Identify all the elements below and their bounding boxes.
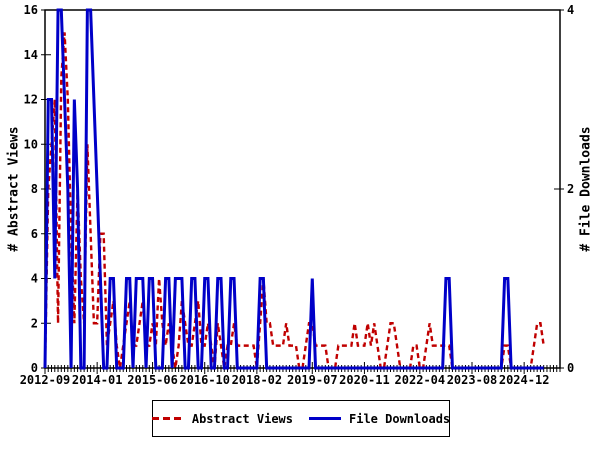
left-y-tick-label: 2 (31, 316, 38, 330)
axis-ticks (41, 9, 564, 374)
left-y-tick-label: 10 (24, 137, 38, 151)
legend-entry-abstract-views: Abstract Views (151, 411, 293, 426)
x-tick-label: 2024-12 (499, 373, 550, 387)
x-tick-label: 2020-11 (339, 373, 390, 387)
legend-label-file-downloads: File Downloads (349, 411, 451, 426)
axis-tick-labels: 2012-09 2014-01 2015-06 2016-10 2018-02 2019-… (20, 3, 575, 387)
right-axis-title: # File Downloads (578, 126, 594, 252)
legend-entry-file-downloads: File Downloads (309, 412, 450, 426)
x-tick-label: 2019-07 (287, 373, 338, 387)
left-y-tick-label: 4 (31, 272, 38, 286)
legend: Abstract Views File Downloads (151, 400, 450, 437)
right-y-tick-label: 4 (567, 3, 574, 17)
x-tick-label: 2018-02 (232, 373, 283, 387)
left-y-tick-label: 14 (24, 48, 38, 62)
abstract-views-line-swatch (151, 417, 184, 420)
x-tick-label: 2015-06 (127, 373, 178, 387)
x-tick-label: 2014-01 (72, 373, 123, 387)
left-y-tick-label: 8 (31, 182, 38, 196)
left-y-tick-label: 6 (31, 227, 38, 241)
left-y-tick-label: 12 (24, 93, 38, 107)
right-y-tick-label: 0 (567, 361, 574, 375)
x-tick-label: 2012-09 (20, 373, 71, 387)
left-y-tick-label: 0 (31, 361, 38, 375)
right-y-tick-label: 2 (567, 182, 574, 196)
series-line-abstract-views (43, 32, 545, 370)
x-tick-label: 2023-08 (447, 373, 498, 387)
x-tick-label: 2016-10 (179, 373, 230, 387)
legend-label-abstract-views: Abstract Views (191, 411, 293, 426)
file-downloads-line-swatch (309, 417, 341, 420)
left-y-tick-label: 16 (24, 3, 38, 17)
left-axis-title: # Abstract Views (6, 126, 22, 252)
series-line-file-downloads (43, 8, 544, 370)
plot-border (44, 9, 561, 369)
x-tick-label: 2022-04 (395, 373, 446, 387)
